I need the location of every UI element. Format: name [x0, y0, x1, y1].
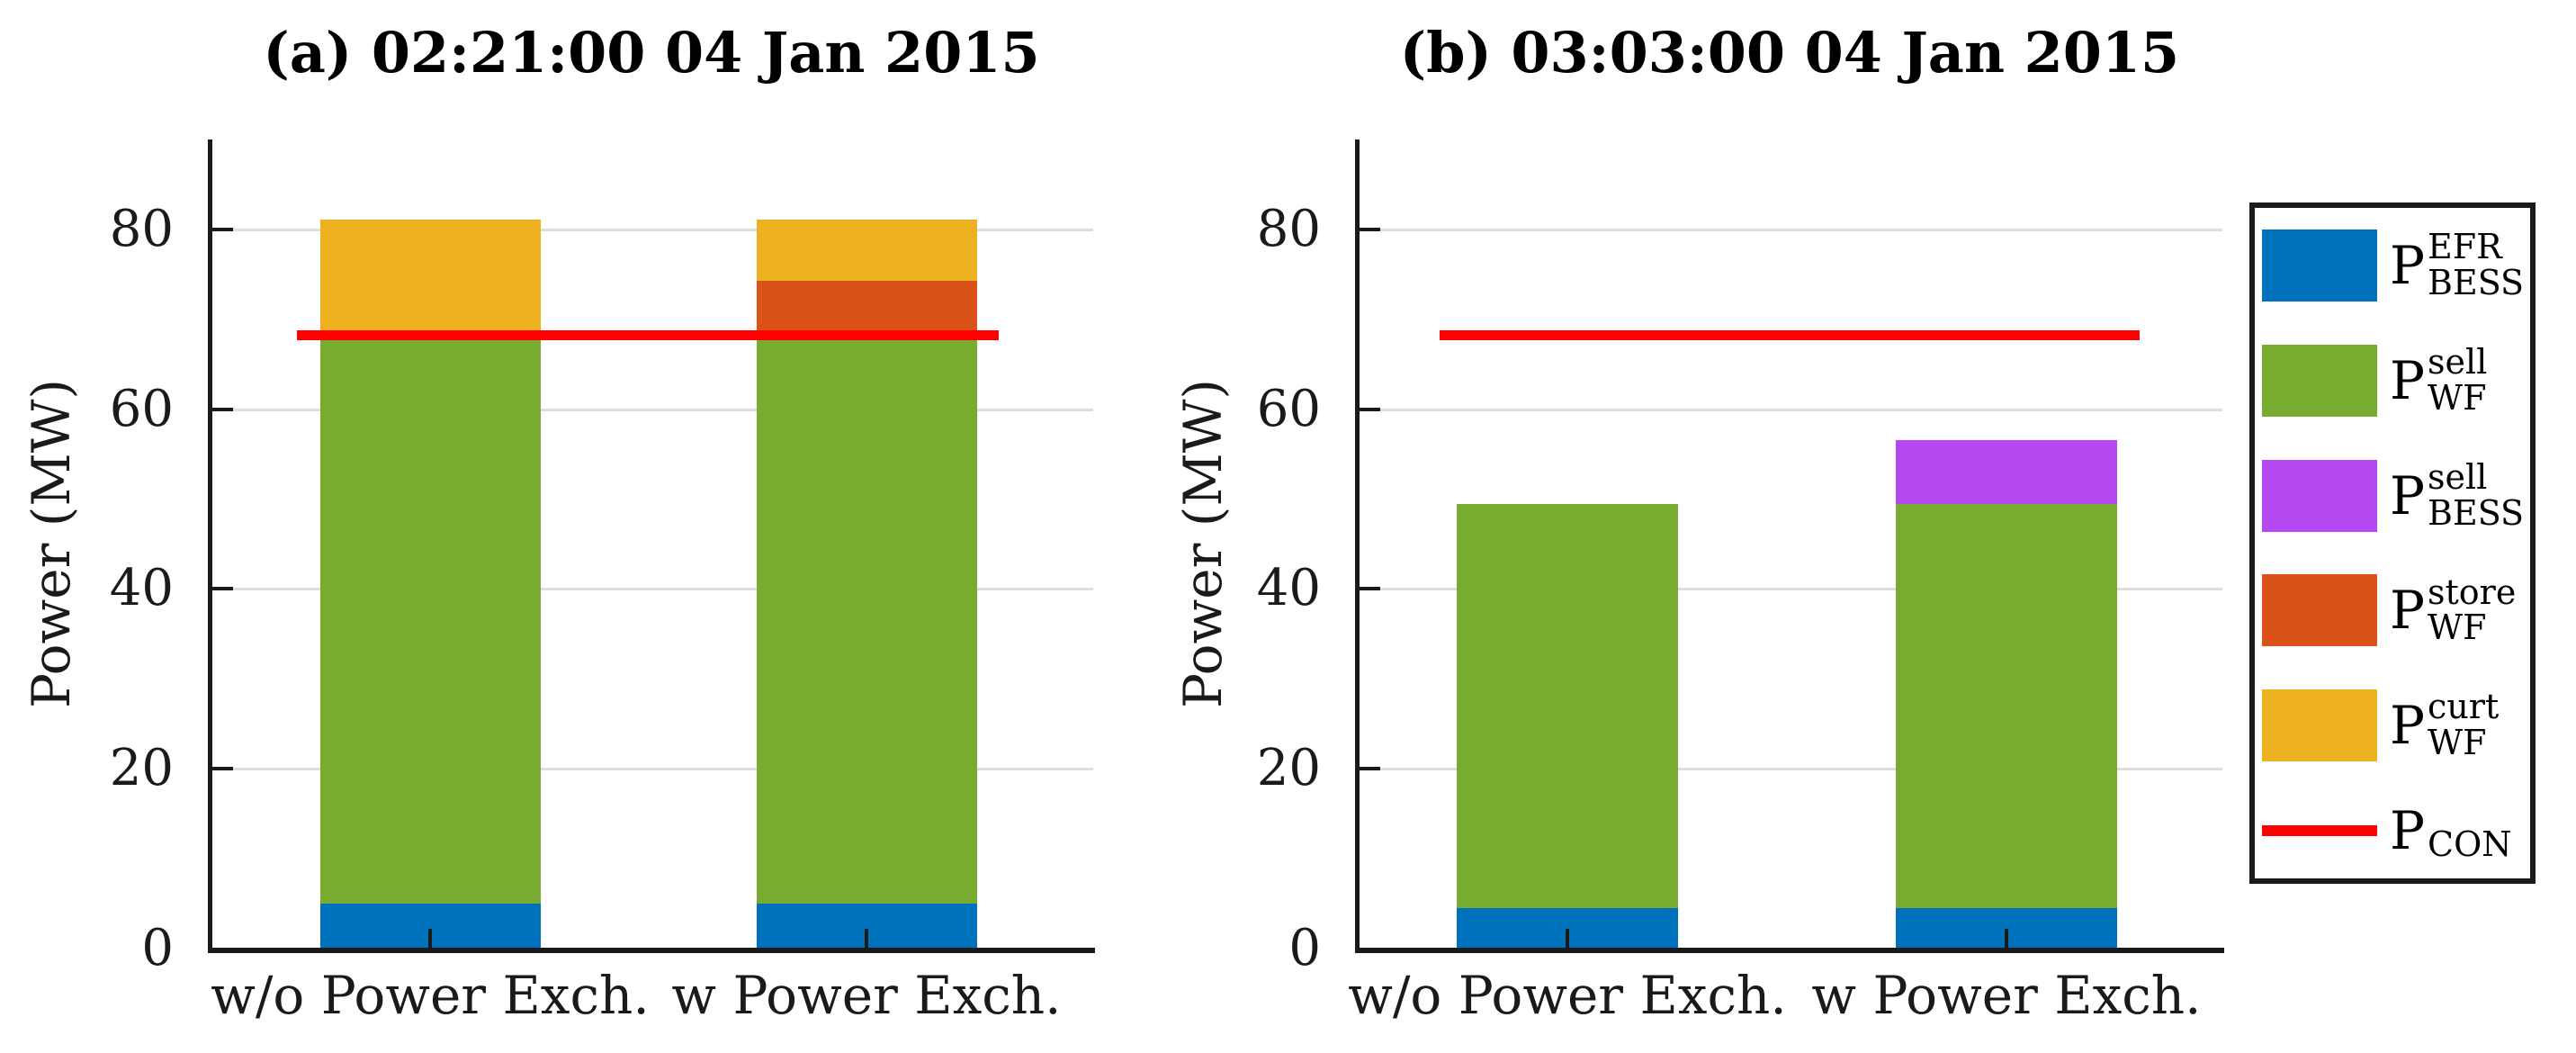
x-tick-0: [428, 929, 432, 949]
legend-label-sub: WF: [2428, 377, 2487, 418]
gridline-y-80: [211, 228, 1093, 231]
y-tick-label-80: 80: [109, 199, 174, 258]
legend-label-base: P: [2390, 349, 2426, 411]
legend-label-sup: sell: [2428, 341, 2488, 382]
gridline-y-60: [211, 408, 1093, 411]
legend-swatch-p-bess-efr: [2262, 229, 2377, 302]
y-tick-label-60: 60: [109, 379, 174, 438]
legend-label-scripts: curt WF: [2428, 687, 2500, 763]
x-category-label-0: w/o Power Exch.: [211, 965, 650, 1026]
legend-entry-p-wf-store: P store WF: [2255, 572, 2530, 648]
legend-label: P curt WF: [2390, 687, 2500, 763]
bar-segment-P_WF_sell: [756, 334, 977, 904]
legend-label-scripts: sell WF: [2428, 341, 2488, 418]
legend-label-sub: BESS: [2428, 492, 2525, 533]
bar-segment-P_WF_curt: [319, 219, 541, 335]
y-tick-80: [1359, 227, 1380, 231]
legend-swatch-p-wf-sell: [2262, 344, 2377, 417]
legend-swatch-p-wf-store: [2262, 574, 2377, 647]
legend-label-scripts: EFR BESS: [2428, 227, 2525, 302]
x-category-label-0: w/o Power Exch.: [1348, 965, 1787, 1026]
pcon-reference-line: [1440, 329, 2140, 340]
legend-label-sub: CON: [2428, 824, 2512, 865]
bar-segment-P_WF_sell: [319, 334, 541, 904]
subplot-b-title: (b) 03:03:00 04 Jan 2015: [1399, 20, 2180, 86]
y-tick-label-60: 60: [1256, 379, 1321, 438]
bar-segment-P_WF_sell: [1896, 503, 2117, 909]
x-category-label-1: w Power Exch.: [1811, 965, 2202, 1026]
legend-label-scripts: sell BESS: [2428, 456, 2525, 533]
legend-label: P EFR BESS: [2390, 227, 2525, 302]
x-category-label-1: w Power Exch.: [671, 965, 1062, 1026]
bar-segment-P_BESS_sell: [1896, 439, 2117, 504]
x-tick-1: [865, 929, 868, 949]
y-axis-spine: [1355, 140, 1360, 952]
gridline-y-40: [1359, 588, 2222, 591]
legend-swatch-p-bess-sell: [2262, 459, 2377, 532]
y-tick-20: [1359, 767, 1380, 771]
y-tick-80: [211, 227, 233, 231]
legend-label: P sell BESS: [2390, 456, 2525, 533]
legend-label-sub: WF: [2428, 608, 2487, 648]
y-tick-label-20: 20: [1256, 739, 1321, 798]
legend-label: P store WF: [2390, 572, 2517, 648]
gridline-y-60: [1359, 408, 2222, 411]
y-tick-label-40: 40: [109, 559, 174, 618]
legend-label-sub: WF: [2428, 723, 2487, 763]
legend-label-base: P: [2390, 695, 2426, 757]
legend-swatch-p-wf-curt: [2262, 689, 2377, 762]
y-tick-label-0: 0: [141, 919, 174, 977]
legend: P EFR BESS P sell WF P sell: [2249, 202, 2536, 884]
legend-label-base: P: [2390, 464, 2426, 526]
legend-entry-p-wf-curt: P curt WF: [2255, 687, 2530, 763]
x-axis-spine: [208, 948, 1095, 953]
legend-label-base: P: [2390, 234, 2426, 296]
legend-label-sup: curt: [2428, 687, 2500, 727]
gridline-y-20: [1359, 768, 2222, 771]
bar-segment-P_WF_store: [756, 280, 977, 335]
legend-label: P CON: [2390, 800, 2512, 862]
legend-label-scripts: CON: [2428, 824, 2512, 865]
y-tick-label-40: 40: [1256, 559, 1321, 618]
y-tick-60: [1359, 407, 1380, 411]
gridline-y-40: [211, 588, 1093, 591]
legend-label-base: P: [2390, 800, 2426, 862]
y-tick-60: [211, 407, 233, 411]
legend-label: P sell WF: [2390, 341, 2488, 418]
x-tick-1: [2005, 929, 2008, 949]
legend-entry-p-bess-sell: P sell BESS: [2255, 456, 2530, 533]
legend-label-sup: EFR: [2428, 227, 2502, 267]
y-axis-spine: [208, 140, 212, 952]
gridline-y-80: [1359, 228, 2222, 231]
pcon-reference-line: [297, 329, 999, 340]
gridline-y-20: [211, 768, 1093, 771]
bar-segment-P_WF_curt: [756, 219, 977, 281]
y-tick-label-0: 0: [1288, 919, 1321, 977]
y-tick-label-80: 80: [1256, 199, 1321, 258]
x-axis-spine: [1355, 948, 2224, 953]
y-tick-label-20: 20: [109, 739, 174, 798]
legend-label-sub: BESS: [2428, 262, 2525, 302]
bar-segment-P_WF_sell: [1457, 503, 1678, 909]
legend-label-sup: store: [2428, 572, 2517, 612]
x-tick-0: [1566, 929, 1569, 949]
y-tick-20: [211, 767, 233, 771]
legend-label-scripts: store WF: [2428, 572, 2517, 648]
legend-label-base: P: [2390, 580, 2426, 642]
y-tick-40: [211, 587, 233, 591]
y-tick-40: [1359, 587, 1380, 591]
legend-label-sup: sell: [2428, 456, 2488, 497]
subplot-a-title: (a) 02:21:00 04 Jan 2015: [263, 20, 1040, 86]
legend-entry-p-con: P CON: [2255, 800, 2530, 862]
legend-entry-p-bess-efr: P EFR BESS: [2255, 227, 2530, 302]
legend-swatch-p-con-line: [2262, 825, 2377, 837]
legend-entry-p-wf-sell: P sell WF: [2255, 341, 2530, 418]
